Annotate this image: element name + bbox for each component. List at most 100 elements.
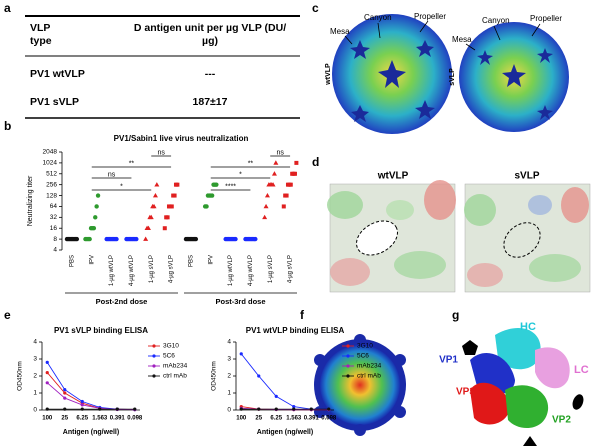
data-point bbox=[63, 396, 67, 400]
legend-marker bbox=[152, 374, 156, 378]
data-point bbox=[45, 381, 49, 385]
data-point bbox=[292, 407, 296, 411]
data-point bbox=[154, 182, 160, 187]
data-point bbox=[309, 407, 313, 411]
image-title: wtVLP bbox=[325, 63, 332, 86]
legend-label: 3G10 bbox=[163, 343, 179, 350]
panel-label: d bbox=[312, 155, 319, 169]
significance-label: ** bbox=[248, 160, 254, 167]
data-point bbox=[175, 182, 180, 187]
data-point bbox=[262, 214, 268, 220]
data-point bbox=[274, 394, 278, 398]
density-image bbox=[327, 180, 456, 293]
y-tick-label: 1 bbox=[227, 390, 231, 397]
x-tick-label: IPV bbox=[89, 255, 95, 265]
data-point bbox=[114, 236, 119, 242]
x-tick-label: PBS bbox=[69, 255, 75, 267]
table-header: VLP type bbox=[30, 22, 52, 47]
significance-label: * bbox=[120, 183, 123, 190]
data-point bbox=[239, 407, 243, 411]
data-line bbox=[46, 362, 135, 411]
data-point bbox=[172, 193, 177, 198]
feature-label: Canyon bbox=[364, 13, 392, 22]
legend-marker bbox=[152, 354, 156, 358]
data-point bbox=[204, 204, 209, 209]
legend-label: mAb234 bbox=[163, 363, 188, 370]
table-header: D antigen unit per µg VLP (DU/ µg) bbox=[133, 22, 287, 47]
panel-label: c bbox=[312, 1, 319, 15]
data-point bbox=[273, 160, 279, 165]
panel-label: a bbox=[4, 1, 11, 15]
feature-label: Propeller bbox=[530, 14, 562, 23]
table-cell: PV1 sVLP bbox=[30, 96, 80, 108]
x-tick-label: 25 bbox=[255, 416, 262, 422]
x-tick-label: 4-µg wtVLP bbox=[248, 255, 254, 286]
image-title: wtVLP bbox=[377, 171, 409, 182]
data-point bbox=[292, 171, 297, 176]
data-point bbox=[115, 407, 119, 411]
data-point bbox=[63, 388, 67, 392]
data-point bbox=[93, 215, 98, 220]
image-title: sVLP bbox=[449, 68, 456, 86]
y-tick-label: 256 bbox=[46, 181, 57, 188]
x-tick-label: 25 bbox=[61, 416, 68, 422]
significance-label: ** bbox=[129, 160, 135, 167]
group-label: Post-2nd dose bbox=[96, 297, 148, 306]
x-tick-label: IPV bbox=[208, 255, 214, 265]
significance-label: ns bbox=[276, 149, 284, 156]
data-point bbox=[134, 236, 139, 242]
legend-marker bbox=[346, 354, 350, 358]
data-point bbox=[95, 193, 101, 198]
structure-image bbox=[314, 334, 406, 436]
data-point bbox=[133, 407, 137, 411]
y-tick-label: 4 bbox=[227, 339, 231, 346]
data-point bbox=[148, 214, 154, 220]
data-point bbox=[45, 407, 49, 411]
data-point bbox=[94, 204, 99, 209]
data-point bbox=[80, 407, 84, 411]
data-point bbox=[271, 171, 277, 176]
chart-title: PV1/Sabin1 live virus neutralization bbox=[114, 134, 249, 143]
chain-label: LC bbox=[574, 364, 589, 376]
y-axis-label: OD450nm bbox=[211, 361, 218, 391]
data-point bbox=[45, 371, 49, 375]
data-point bbox=[292, 405, 296, 409]
y-tick-label: 2 bbox=[227, 373, 231, 380]
chain-label: VP1 bbox=[439, 355, 458, 366]
y-tick-label: 8 bbox=[53, 236, 57, 243]
x-tick-label: 0.098 bbox=[127, 416, 143, 422]
x-tick-label: 0.391 bbox=[110, 416, 126, 422]
data-point bbox=[294, 160, 299, 165]
data-point bbox=[209, 193, 215, 198]
data-point bbox=[263, 203, 269, 209]
panel-label: e bbox=[4, 308, 11, 322]
y-tick-label: 16 bbox=[50, 225, 58, 232]
y-tick-label: 128 bbox=[46, 192, 57, 199]
y-tick-label: 512 bbox=[46, 170, 57, 177]
legend-label: 5C6 bbox=[357, 353, 369, 360]
feature-label: Propeller bbox=[414, 12, 446, 21]
table-cell: --- bbox=[204, 68, 216, 80]
x-tick-label: 1-µg wtVLP bbox=[109, 255, 115, 286]
legend-marker bbox=[152, 344, 156, 348]
data-point bbox=[193, 236, 199, 242]
legend-marker bbox=[346, 364, 350, 368]
panel-label: b bbox=[4, 119, 11, 133]
x-tick-label: 1-µg wtVLP bbox=[228, 255, 234, 286]
x-tick-label: 4-µg sVLP bbox=[169, 255, 175, 283]
chain-label: VP3 bbox=[456, 387, 475, 398]
y-tick-label: 4 bbox=[53, 247, 57, 254]
legend-label: 3G10 bbox=[357, 343, 373, 350]
data-point bbox=[169, 204, 174, 209]
data-point bbox=[80, 399, 84, 404]
x-tick-label: 1-µg sVLP bbox=[149, 255, 155, 283]
y-tick-label: 1 bbox=[33, 390, 37, 397]
x-axis-label: Antigen (ng/well) bbox=[257, 429, 313, 436]
data-point bbox=[98, 407, 102, 411]
data-point bbox=[63, 391, 67, 395]
significance-label: **** bbox=[225, 183, 236, 190]
legend-marker bbox=[152, 364, 156, 368]
data-point bbox=[80, 403, 84, 407]
x-tick-label: PBS bbox=[188, 255, 194, 267]
significance-label: * bbox=[239, 171, 242, 178]
